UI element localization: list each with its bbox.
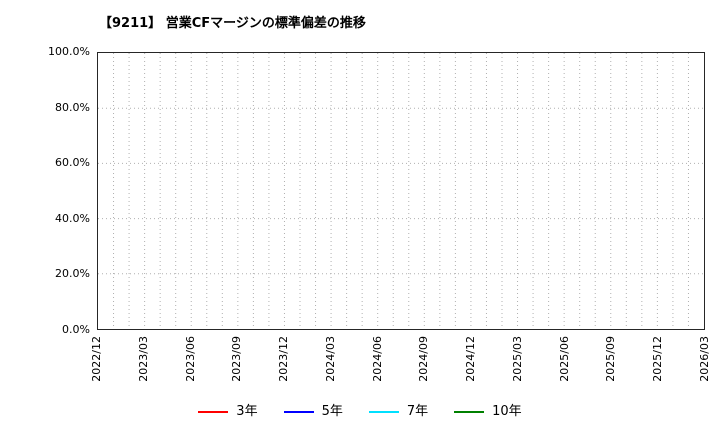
- x-tick-label: 2022/12: [90, 336, 103, 382]
- y-tick-label: 60.0%: [55, 156, 90, 170]
- x-tick-label: 2026/03: [698, 336, 711, 382]
- legend-label: 7年: [406, 404, 429, 419]
- legend-label: 5年: [321, 404, 343, 419]
- x-tick-label: 2025/06: [557, 336, 571, 382]
- x-tick-label: 2024/12: [464, 336, 478, 382]
- legend-item-2: 5年: [283, 404, 343, 420]
- plot-area: [97, 52, 705, 330]
- legend-line-icon: [283, 411, 314, 413]
- x-tick-label: 2023/12: [277, 336, 291, 382]
- y-tick-label: 100.0%: [48, 45, 90, 58]
- x-tick-label: 2024/03: [323, 336, 337, 382]
- chart-title: 【9211】 営業CFマージンの標準偏差の推移: [99, 16, 366, 31]
- x-tick-label: 2025/12: [651, 336, 665, 382]
- legend-item-4: 10年: [454, 404, 522, 420]
- y-tick-label: 80.0%: [55, 100, 90, 114]
- x-tick-label: 2023/03: [136, 336, 150, 382]
- legend-item-3: 7年: [368, 404, 429, 420]
- y-tick-label: 0.0%: [62, 323, 90, 336]
- x-tick-label: 2025/03: [510, 336, 524, 382]
- x-tick-label: 2025/09: [604, 336, 618, 382]
- legend-line-icon: [198, 411, 229, 413]
- legend-line-icon: [454, 411, 485, 413]
- legend-label: 3年: [236, 404, 258, 419]
- legend-line-icon: [368, 411, 399, 413]
- x-tick-label: 2023/09: [230, 336, 244, 382]
- x-tick-label: 2024/06: [370, 336, 384, 382]
- y-tick-label: 20.0%: [55, 267, 90, 281]
- legend-label: 10年: [492, 404, 522, 419]
- legend: 3年 5年 7年 10年: [0, 404, 720, 420]
- x-tick-label: 2024/09: [417, 336, 431, 382]
- y-tick-label: 40.0%: [55, 211, 90, 225]
- x-tick-label: 2023/06: [183, 336, 197, 382]
- plot-gridlines: [98, 53, 704, 329]
- legend-item-1: 3年: [198, 404, 258, 420]
